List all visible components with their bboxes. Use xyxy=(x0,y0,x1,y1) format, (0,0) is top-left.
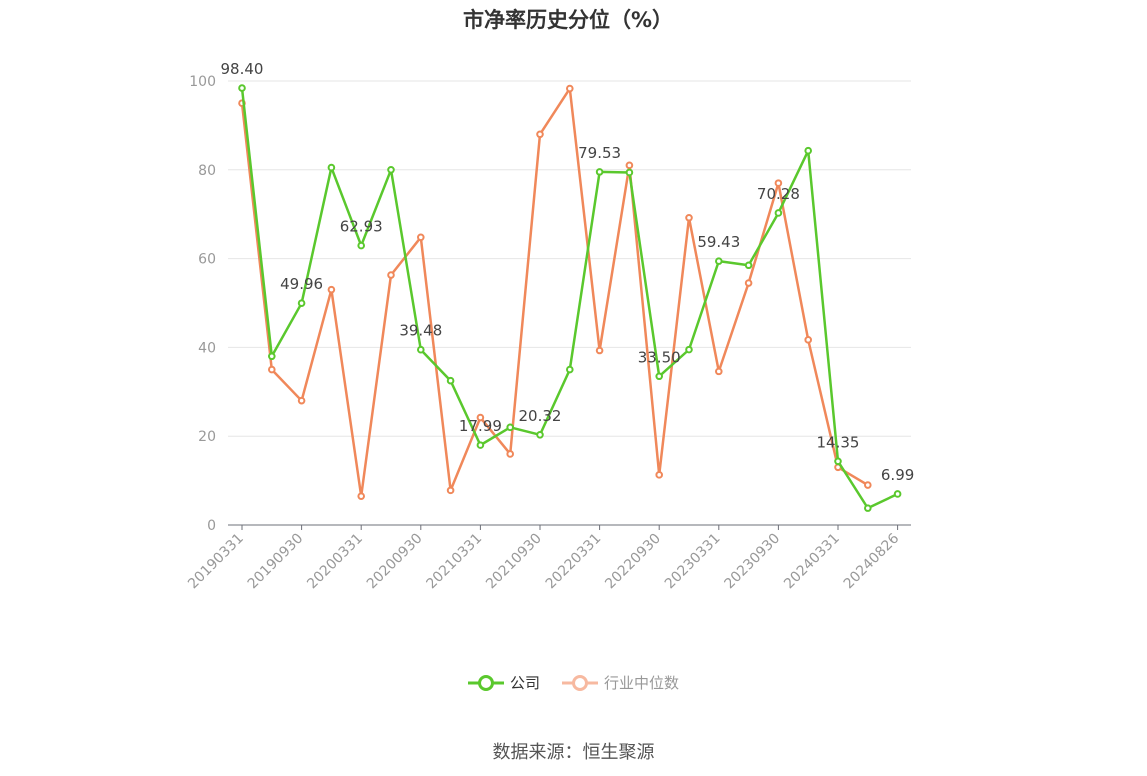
data-label-company-20240826: 6.99 xyxy=(881,466,914,484)
data-labels: 98.40 49.96 62.93 39.48 17.99 20.32 79.53 33.50… xyxy=(221,60,915,484)
x-tick-label-20240826: 20240826 xyxy=(841,530,903,592)
data-point-company-20210331 xyxy=(476,441,485,449)
x-tick-label-20200331: 20200331 xyxy=(304,531,366,593)
x-tick-label-20190930: 20190930 xyxy=(245,531,307,593)
grid-lines xyxy=(228,80,911,437)
x-tick-label-20210930: 20210930 xyxy=(483,531,545,593)
data-point-company-20190331 xyxy=(238,84,246,92)
data-point-industry-median-20230630 xyxy=(744,279,753,287)
data-point-company-20190930 xyxy=(297,299,306,307)
chart-title: 市净率历史分位（%） xyxy=(462,8,674,32)
data-label-company-20230331: 59.43 xyxy=(697,233,740,251)
legend-company-label: 公司 xyxy=(509,674,540,692)
data-point-industry-median-20200331 xyxy=(357,492,366,500)
data-point-industry-median-20231231 xyxy=(804,336,813,344)
x-tick-label-20240331: 20240331 xyxy=(781,531,843,593)
y-tick-label-80: 80 xyxy=(198,163,216,179)
data-point-industry-median-20210630 xyxy=(506,450,515,458)
data-point-industry-median-20211231 xyxy=(566,84,574,93)
data-point-industry-median-20191231 xyxy=(327,285,336,294)
data-point-industry-median-20220930 xyxy=(655,471,664,479)
data-point-company-20240331 xyxy=(834,457,842,466)
data-point-company-20210930 xyxy=(536,430,544,439)
data-label-company-20230930: 70.28 xyxy=(757,185,800,203)
data-point-company-20220630 xyxy=(625,168,634,177)
x-tick-label-20190331: 20190331 xyxy=(185,531,247,593)
data-point-industry-median-20200630 xyxy=(387,271,395,279)
data-point-industry-median-20230331 xyxy=(715,367,723,376)
data-point-company-20230331 xyxy=(715,257,723,265)
line-chart: 0 20 40 60 80 100 2019033120190930202003312020… xyxy=(185,60,915,592)
data-label-company-20220331: 79.53 xyxy=(578,144,621,162)
data-point-industry-median-20201231 xyxy=(446,486,455,495)
legend-company-icon xyxy=(467,674,504,691)
legend-industry-median-icon xyxy=(562,674,598,691)
data-point-company-20240826 xyxy=(893,490,902,498)
data-point-industry-median-20210930 xyxy=(536,130,544,139)
axes: 0 20 40 60 80 100 2019033120190930202003312020… xyxy=(185,74,911,592)
legend-industry-marker xyxy=(572,674,588,691)
data-label-company-20200331: 62.93 xyxy=(340,218,383,236)
data-point-company-20221231 xyxy=(685,345,693,354)
x-tick-label-20230930: 20230930 xyxy=(722,531,784,593)
data-point-industry-median-20220331 xyxy=(595,346,604,355)
data-point-industry-median-20220630 xyxy=(625,161,634,170)
data-label-company-20240331: 14.35 xyxy=(817,433,860,451)
data-point-industry-median-20190930 xyxy=(297,396,306,405)
data-label-company-20200930: 39.48 xyxy=(399,322,442,340)
x-tick-label-20220331: 20220331 xyxy=(543,531,605,593)
data-point-company-20230930 xyxy=(774,209,783,217)
data-point-company-20211231 xyxy=(566,365,574,374)
data-label-company-20210331: 17.99 xyxy=(459,417,502,435)
data-point-industry-median-20190630 xyxy=(268,365,276,374)
y-tick-label-100: 100 xyxy=(189,74,216,90)
data-point-industry-median-20200930 xyxy=(417,233,425,242)
x-tick-label-20220930: 20220930 xyxy=(602,531,664,593)
series-lines xyxy=(238,84,902,512)
data-point-company-20240630 xyxy=(864,504,872,512)
y-tick-label-0: 0 xyxy=(207,518,216,534)
legend: 公司 行业中位数 xyxy=(0,672,1147,693)
legend-company-marker xyxy=(477,674,494,691)
x-tick-label-20210331: 20210331 xyxy=(424,531,486,593)
data-label-company-20210930: 20.32 xyxy=(519,407,562,425)
x-tick-label-20230331: 20230331 xyxy=(662,531,724,593)
data-label-company-20190331: 98.40 xyxy=(221,60,264,78)
data-point-company-20210630 xyxy=(506,423,515,432)
data-point-company-20200331 xyxy=(357,241,366,250)
data-point-company-20220331 xyxy=(595,168,604,176)
data-label-company-20220930: 33.50 xyxy=(638,348,681,366)
data-point-company-20231231 xyxy=(804,146,813,155)
data-point-company-20190630 xyxy=(268,352,276,361)
data-point-industry-median-20210331 xyxy=(476,413,485,422)
x-tick-label-20200930: 20200930 xyxy=(364,531,426,593)
legend-item-company[interactable]: 公司 xyxy=(467,672,540,693)
data-point-company-20200930 xyxy=(417,345,425,354)
data-point-company-20191231 xyxy=(327,163,336,172)
series-line-industry-median xyxy=(240,87,869,498)
data-point-industry-median-20230930 xyxy=(774,179,783,187)
y-tick-label-40: 40 xyxy=(198,340,216,356)
y-tick-label-60: 60 xyxy=(198,252,216,268)
data-point-industry-median-20240630 xyxy=(864,481,872,489)
legend-item-industry-median[interactable]: 行业中位数 xyxy=(562,672,679,693)
source-note: 数据来源：恒生聚源 xyxy=(492,742,655,763)
data-point-company-20220930 xyxy=(655,372,664,381)
data-point-company-20201231 xyxy=(446,376,455,385)
legend-industry-median-label: 行业中位数 xyxy=(604,674,680,692)
y-tick-label-20: 20 xyxy=(198,429,216,445)
data-point-industry-median-20221231 xyxy=(685,213,693,222)
data-point-company-20230630 xyxy=(744,261,753,270)
data-point-company-20200630 xyxy=(387,166,395,174)
data-label-company-20190930: 49.96 xyxy=(280,275,323,293)
